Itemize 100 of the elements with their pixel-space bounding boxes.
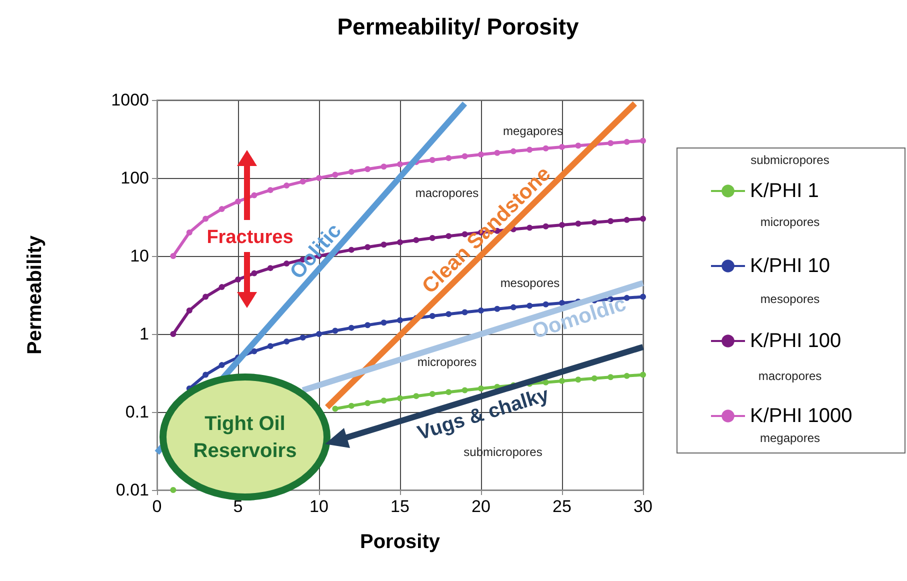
point — [494, 306, 500, 312]
point — [380, 398, 387, 404]
point — [397, 161, 403, 168]
x-tick-label: 30 — [634, 497, 652, 516]
point — [640, 138, 646, 144]
point — [251, 192, 258, 198]
point — [364, 244, 371, 250]
point — [348, 168, 354, 175]
point — [640, 294, 646, 300]
point — [446, 155, 452, 162]
point — [267, 187, 274, 194]
point — [446, 233, 452, 240]
point — [478, 152, 484, 158]
point — [348, 324, 354, 331]
point — [202, 216, 209, 222]
point — [380, 164, 387, 170]
point — [364, 322, 371, 328]
point — [332, 328, 338, 334]
point — [624, 372, 630, 379]
point — [267, 265, 274, 272]
chart-title: Permeability/ Porosity — [337, 14, 579, 40]
point — [526, 146, 533, 153]
point — [300, 334, 306, 341]
point — [624, 216, 630, 223]
point — [186, 230, 192, 236]
point — [218, 206, 225, 212]
point — [316, 175, 322, 181]
legend-label: K/PHI 1000 — [750, 405, 852, 427]
annotation: micropores — [417, 355, 477, 369]
text: macropores — [758, 369, 822, 383]
point — [462, 309, 468, 316]
point — [348, 402, 354, 409]
point — [364, 166, 371, 172]
point — [494, 150, 500, 156]
annotation: mesopores — [500, 276, 560, 290]
x-tick-label: 20 — [472, 497, 490, 516]
y-tick-label: 10 — [130, 246, 149, 266]
point — [510, 304, 516, 310]
point — [332, 172, 338, 178]
y-tick-label: 1 — [140, 324, 149, 344]
point — [186, 308, 192, 314]
point — [380, 242, 387, 248]
y-axis-title: Permeability — [24, 234, 46, 354]
point — [575, 376, 582, 383]
text: submicropores — [750, 153, 830, 167]
legend-label: K/PHI 100 — [750, 330, 842, 352]
point — [559, 222, 565, 228]
text: mesopores — [760, 292, 820, 306]
point — [462, 387, 468, 394]
point — [591, 375, 598, 382]
oval-callout: Tight Oil Reservoirs — [160, 374, 330, 500]
annotation: Vugs & chalky — [415, 384, 552, 445]
point — [397, 239, 403, 246]
point — [478, 386, 484, 392]
point — [542, 145, 549, 152]
point — [446, 389, 452, 396]
point — [542, 379, 549, 386]
point — [640, 216, 646, 222]
point — [267, 343, 274, 350]
point — [284, 338, 290, 345]
point — [397, 317, 403, 324]
point — [591, 219, 598, 226]
x-tick-label: 0 — [152, 497, 162, 516]
point — [429, 157, 436, 164]
annotation: Tight Oil Reservoirs — [193, 413, 297, 462]
point — [413, 237, 420, 244]
point — [413, 393, 420, 400]
point — [202, 372, 209, 378]
x-tick-label: 15 — [390, 497, 410, 516]
legend-label: K/PHI 1 — [750, 180, 819, 202]
point — [559, 378, 565, 384]
point — [608, 374, 614, 380]
point — [284, 260, 290, 267]
point — [526, 302, 533, 309]
point — [429, 313, 436, 320]
point — [202, 294, 209, 300]
x-tick-label: 25 — [552, 497, 572, 516]
point — [478, 308, 484, 314]
point — [170, 487, 176, 493]
point — [235, 276, 241, 282]
legend-label: K/PHI 10 — [750, 255, 830, 277]
point — [624, 138, 630, 145]
y-tick-label: 0.01 — [116, 480, 149, 500]
point — [300, 178, 306, 185]
point — [640, 372, 646, 378]
point — [446, 311, 452, 318]
point — [462, 153, 468, 160]
point — [397, 395, 403, 402]
x-axis-title: Porosity — [360, 531, 441, 553]
point — [380, 320, 387, 326]
point — [251, 348, 258, 354]
text: micropores — [760, 215, 820, 229]
y-tick-label: 0.1 — [125, 402, 149, 422]
point — [348, 246, 354, 253]
point — [575, 220, 582, 227]
point — [429, 235, 436, 242]
point — [510, 148, 516, 154]
point — [608, 140, 614, 146]
point — [608, 218, 614, 224]
point — [429, 391, 436, 398]
